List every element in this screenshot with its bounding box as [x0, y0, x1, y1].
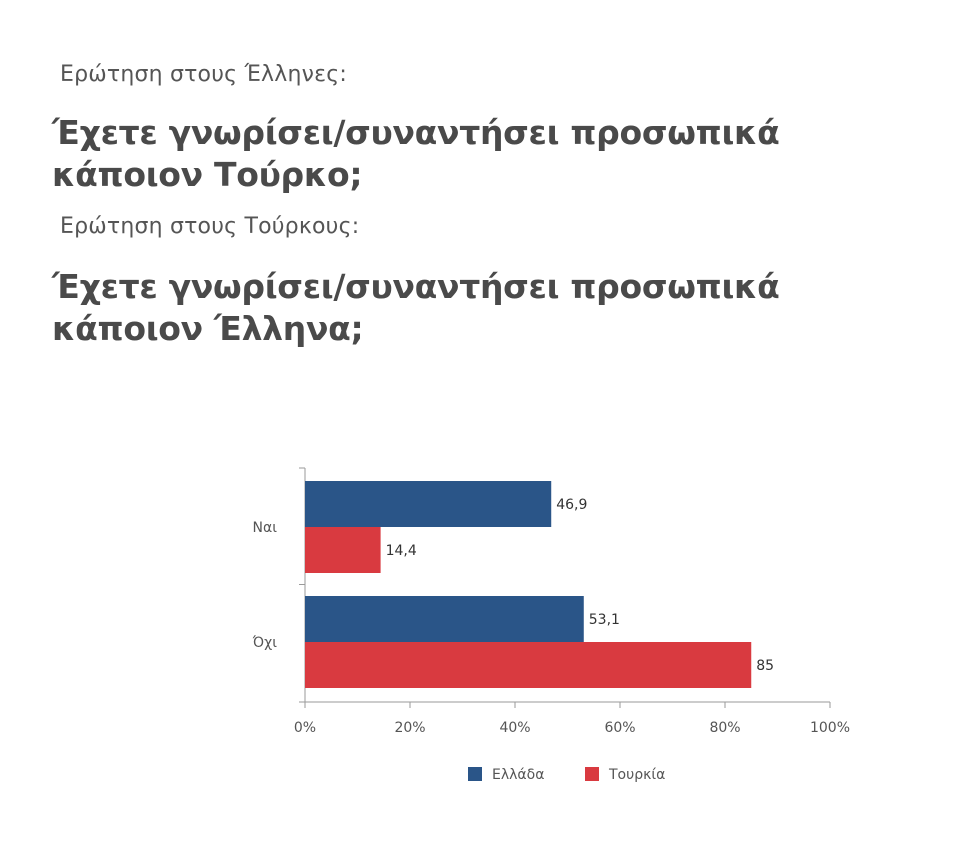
bar [305, 481, 552, 527]
legend-label: Τουρκία [608, 767, 665, 783]
x-tick-label: 80% [709, 720, 740, 736]
question-2-text: Έχετε γνωρίσει/συναντήσει προσωπικά κάπο… [52, 267, 780, 348]
legend-swatch [585, 767, 599, 781]
legend-label: Ελλάδα [492, 767, 544, 783]
question-1-label: Ερώτηση στους Έλληνες: [60, 62, 347, 87]
data-label: 14,4 [386, 543, 417, 559]
data-label: 46,9 [556, 497, 587, 513]
bar [305, 527, 381, 573]
data-label: 53,1 [589, 612, 620, 628]
category-label: Όχι [252, 635, 277, 651]
question-2-label: Ερώτηση στους Τούρκους: [60, 214, 360, 239]
data-label: 85 [756, 658, 774, 674]
legend-swatch [468, 767, 482, 781]
category-label: Ναι [253, 520, 278, 536]
bar [305, 642, 752, 688]
x-tick-label: 20% [394, 720, 425, 736]
x-tick-label: 0% [294, 720, 316, 736]
x-tick-label: 40% [499, 720, 530, 736]
question-1-text: Έχετε γνωρίσει/συναντήσει προσωπικά κάπο… [52, 113, 780, 194]
bar [305, 596, 584, 642]
x-tick-label: 60% [604, 720, 635, 736]
x-tick-label: 100% [810, 720, 850, 736]
